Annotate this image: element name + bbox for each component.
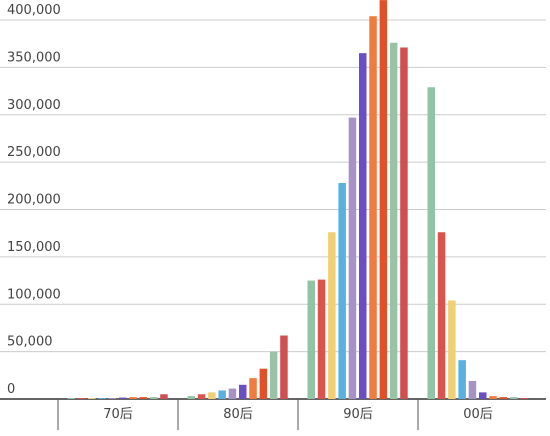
bar (468, 380, 477, 399)
bar (389, 42, 398, 400)
bar (328, 232, 336, 399)
bar (338, 182, 346, 399)
x-tick-label: 70后 (103, 407, 133, 422)
bar (218, 390, 226, 399)
bar (479, 392, 487, 399)
bar (108, 398, 117, 399)
y-tick-label: 250,000 (7, 145, 61, 160)
bar (160, 394, 168, 399)
bar (67, 398, 75, 399)
bar (139, 397, 148, 399)
y-tick-label: 0 (7, 382, 15, 397)
bar (259, 368, 268, 399)
bar (119, 397, 127, 399)
bar (400, 47, 408, 399)
bar (499, 397, 508, 399)
bar (307, 280, 315, 399)
bar (129, 397, 137, 399)
bar (348, 117, 357, 399)
y-tick-label: 50,000 (7, 335, 53, 350)
bar (509, 397, 518, 399)
bar (359, 53, 367, 399)
bar (228, 388, 237, 399)
bar (448, 300, 456, 399)
y-tick-label: 200,000 (7, 193, 61, 208)
bar (437, 232, 446, 399)
bar (149, 397, 158, 399)
bar (489, 396, 497, 399)
x-tick-label: 90后 (343, 407, 373, 422)
y-tick-label: 100,000 (7, 287, 61, 302)
bar (239, 384, 247, 399)
bar (269, 351, 278, 399)
bar (317, 279, 326, 399)
bar (379, 0, 388, 399)
x-tick-label: 80后 (223, 407, 253, 422)
bar (369, 16, 377, 400)
bar (88, 398, 96, 399)
y-tick-label: 300,000 (7, 98, 61, 113)
bar (427, 87, 435, 400)
bar (187, 396, 195, 399)
y-tick-label: 350,000 (7, 50, 61, 65)
bar (280, 335, 288, 399)
bar (458, 360, 466, 399)
bar (208, 392, 216, 399)
bar (98, 398, 106, 399)
y-tick-label: 150,000 (7, 240, 61, 255)
x-tick-label: 00后 (463, 407, 493, 422)
bar (249, 378, 257, 399)
bar (197, 394, 206, 399)
y-tick-label: 400,000 (7, 3, 61, 18)
bar (520, 398, 528, 399)
bar (77, 398, 86, 399)
